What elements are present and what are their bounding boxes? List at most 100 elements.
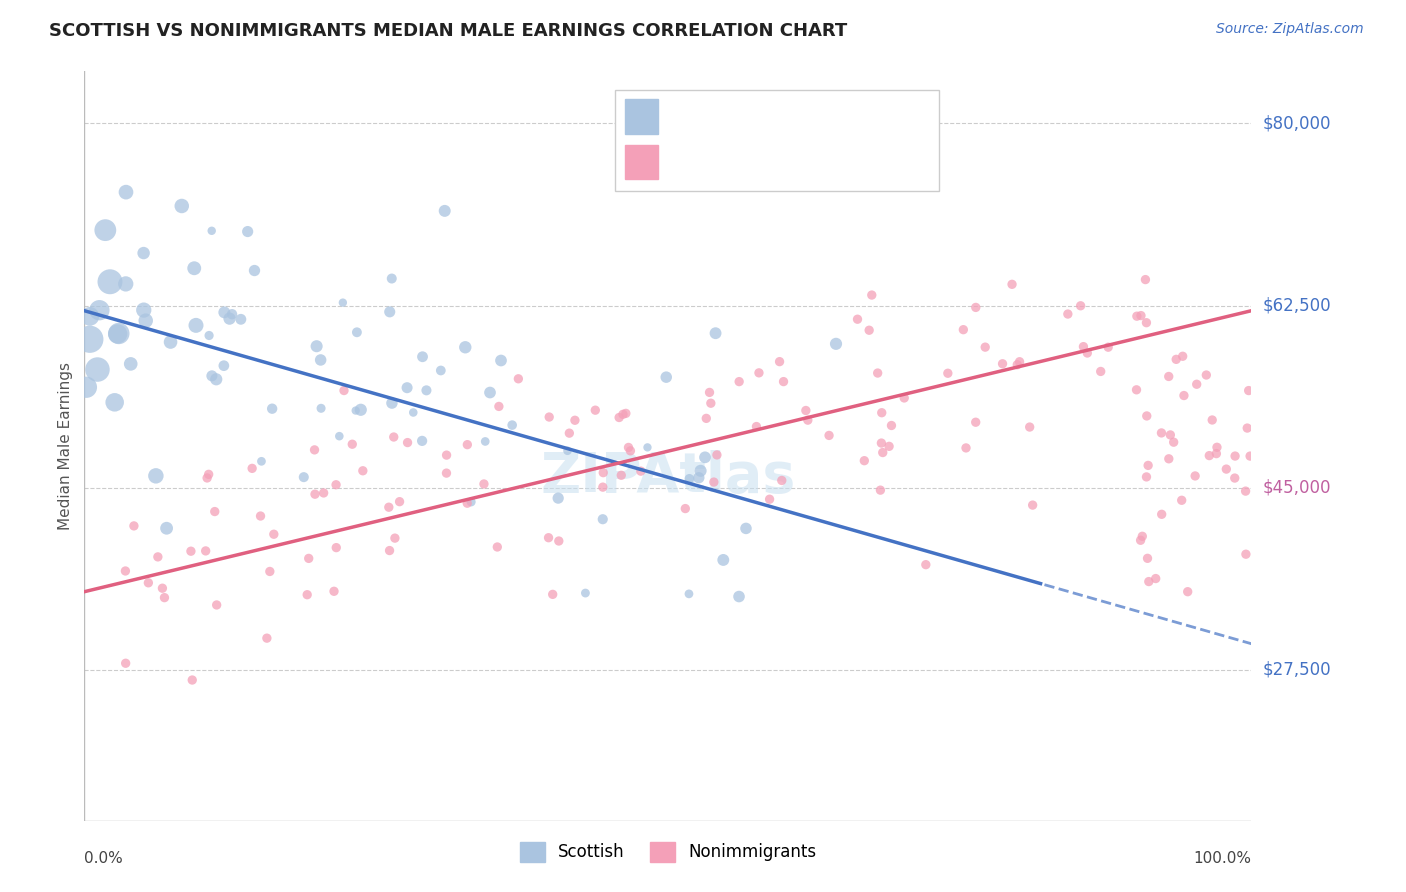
Point	[1150, 508, 1173, 522]
Point	[89, 303, 111, 318]
Point	[583, 403, 606, 417]
Point	[678, 472, 700, 486]
Point	[346, 326, 368, 340]
Point	[704, 326, 727, 341]
Point	[262, 401, 284, 416]
Point	[612, 407, 634, 421]
Point	[138, 575, 160, 590]
Point	[263, 527, 285, 541]
Point	[541, 587, 564, 601]
Point	[693, 450, 716, 465]
Point	[240, 461, 263, 475]
Point	[1126, 309, 1149, 323]
Point	[955, 441, 977, 455]
Point	[350, 402, 373, 417]
Point	[159, 334, 181, 349]
Point	[304, 442, 326, 457]
Point	[214, 305, 236, 319]
Point	[323, 584, 346, 599]
Point	[637, 441, 659, 455]
Text: -0.293: -0.293	[724, 108, 778, 126]
Point	[415, 384, 437, 398]
Point	[201, 224, 224, 238]
Point	[872, 445, 894, 459]
Point	[472, 477, 495, 491]
Point	[547, 491, 569, 505]
Point	[152, 581, 174, 595]
Point	[592, 466, 614, 480]
Point	[378, 305, 401, 319]
Point	[1001, 277, 1024, 292]
Point	[1090, 364, 1112, 378]
Point	[1170, 493, 1192, 508]
Point	[1008, 355, 1031, 369]
Point	[797, 413, 820, 427]
Point	[991, 357, 1014, 371]
Point	[342, 437, 364, 451]
Point	[610, 468, 633, 483]
Point	[607, 410, 630, 425]
Point	[870, 436, 893, 450]
Point	[1056, 307, 1078, 321]
Point	[703, 475, 725, 489]
Text: ZIPAtlas: ZIPAtlas	[540, 450, 796, 504]
Point	[860, 288, 883, 302]
Point	[249, 509, 271, 524]
Point	[1144, 572, 1167, 586]
Point	[1070, 299, 1092, 313]
Point	[1021, 498, 1043, 512]
Point	[145, 468, 167, 483]
Text: 0.0%: 0.0%	[84, 851, 124, 866]
Y-axis label: Median Male Earnings: Median Male Earnings	[58, 362, 73, 530]
Point	[153, 591, 176, 605]
Point	[120, 357, 142, 371]
Point	[1073, 340, 1095, 354]
Point	[1136, 551, 1159, 566]
Point	[728, 375, 751, 389]
Point	[344, 403, 367, 417]
Point	[256, 631, 278, 645]
Point	[688, 471, 710, 485]
Point	[243, 263, 266, 277]
Point	[1137, 458, 1160, 473]
Point	[333, 384, 356, 398]
Point	[1157, 369, 1180, 384]
Text: N =: N =	[817, 153, 848, 171]
Point	[433, 203, 456, 218]
Point	[728, 590, 751, 604]
Point	[402, 405, 425, 419]
Point	[114, 564, 136, 578]
Point	[768, 354, 790, 368]
Point	[630, 464, 652, 478]
Point	[412, 350, 434, 364]
Point	[1163, 435, 1185, 450]
Point	[180, 544, 202, 558]
Text: 100.0%: 100.0%	[1194, 851, 1251, 866]
Point	[574, 586, 596, 600]
Point	[98, 275, 121, 289]
Point	[706, 448, 728, 462]
Point	[114, 277, 136, 291]
Point	[436, 466, 458, 480]
Point	[1166, 352, 1188, 367]
Point	[1135, 316, 1157, 330]
Point	[305, 339, 328, 353]
Point	[181, 673, 204, 687]
Point	[538, 410, 561, 425]
Point	[218, 311, 240, 326]
Point	[1184, 469, 1206, 483]
Point	[619, 443, 641, 458]
Point	[1130, 309, 1153, 323]
Point	[183, 261, 205, 276]
Point	[880, 418, 903, 433]
Point	[170, 199, 193, 213]
Point	[501, 418, 523, 433]
Point	[312, 486, 335, 500]
Point	[94, 223, 117, 237]
Point	[557, 443, 579, 458]
Point	[1171, 349, 1194, 363]
Point	[846, 312, 869, 326]
Point	[229, 312, 252, 326]
Point	[558, 426, 581, 441]
Point	[1135, 470, 1157, 484]
